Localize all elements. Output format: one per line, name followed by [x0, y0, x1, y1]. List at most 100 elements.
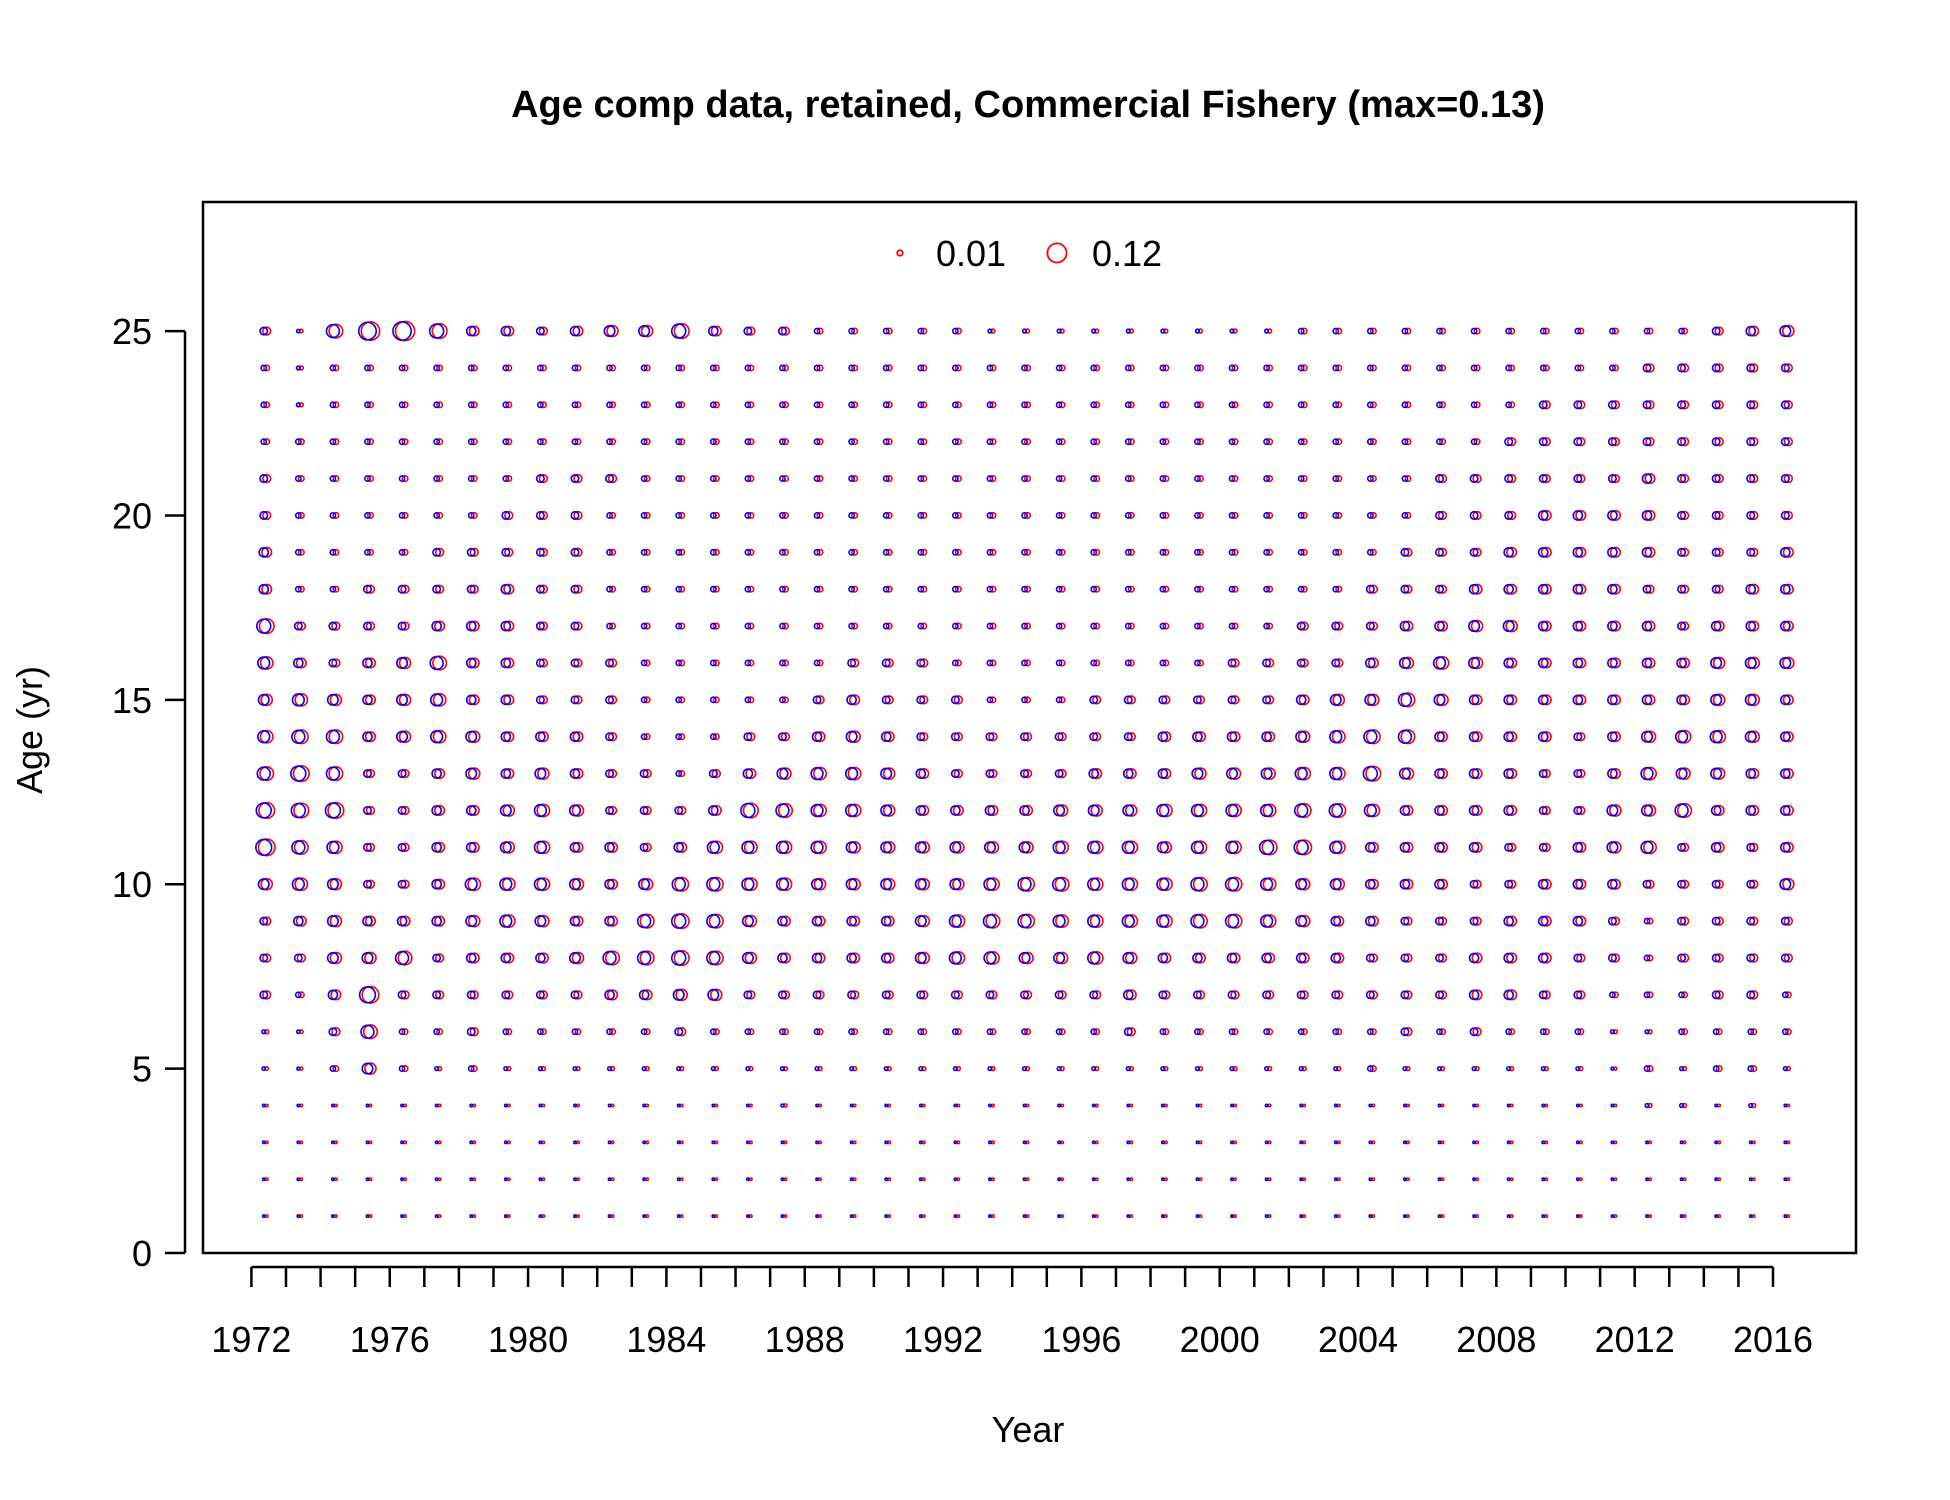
observed-bubble [673, 949, 690, 967]
expected-bubble [1228, 1028, 1236, 1036]
expected-bubble [1365, 990, 1375, 1000]
observed-bubble [1750, 1028, 1758, 1036]
observed-bubble [1717, 1177, 1722, 1182]
observed-bubble [678, 696, 686, 704]
expected-bubble [670, 323, 687, 339]
expected-bubble [1609, 1029, 1616, 1035]
observed-bubble [920, 438, 928, 446]
expected-bubble [1503, 989, 1515, 1001]
expected-bubble [568, 951, 582, 965]
expected-bubble [848, 475, 856, 483]
expected-bubble [329, 548, 337, 556]
observed-bubble [714, 1214, 719, 1219]
observed-bubble [1440, 1103, 1445, 1108]
expected-bubble [779, 475, 786, 483]
expected-bubble [1227, 695, 1237, 705]
observed-bubble [712, 585, 720, 593]
observed-bubble [537, 767, 550, 780]
expected-bubble [1607, 400, 1617, 410]
expected-bubble [1641, 473, 1653, 484]
expected-bubble [950, 695, 960, 705]
observed-bubble [818, 1140, 823, 1145]
observed-bubble [1264, 731, 1276, 743]
expected-bubble [294, 548, 302, 556]
expected-bubble [326, 878, 339, 891]
observed-bubble [1161, 695, 1171, 705]
observed-bubble [1335, 475, 1343, 483]
expected-bubble [1780, 400, 1790, 410]
observed-bubble [1509, 1214, 1514, 1219]
observed-bubble [1506, 473, 1517, 484]
observed-bubble [468, 325, 480, 337]
observed-bubble [1367, 915, 1379, 927]
expected-bubble [1017, 876, 1032, 892]
expected-bubble [1783, 1140, 1788, 1145]
expected-bubble [1746, 842, 1756, 852]
expected-bubble [1780, 437, 1790, 447]
observed-bubble [953, 990, 964, 1000]
observed-bubble [673, 912, 690, 930]
observed-bubble [1682, 1214, 1687, 1219]
observed-bubble [1646, 991, 1654, 999]
observed-bubble [849, 694, 861, 706]
observed-bubble [1475, 1140, 1480, 1145]
observed-bubble [1094, 1140, 1099, 1145]
expected-bubble [845, 841, 858, 854]
expected-bubble [709, 733, 717, 741]
expected-bubble [605, 658, 615, 668]
observed-bubble [1127, 401, 1135, 409]
expected-bubble [1537, 731, 1549, 743]
observed-bubble [1302, 1140, 1307, 1145]
observed-bubble [1576, 768, 1586, 779]
observed-bubble [1129, 1177, 1134, 1182]
expected-bubble [709, 622, 717, 630]
observed-bubble [712, 659, 720, 667]
observed-bubble [920, 1028, 928, 1036]
expected-bubble [1122, 989, 1134, 1001]
observed-bubble [574, 364, 582, 372]
observed-bubble [1679, 363, 1690, 373]
expected-bubble [1329, 730, 1343, 744]
observed-bubble [884, 658, 894, 668]
observed-bubble [1194, 767, 1207, 780]
observed-bubble [1577, 327, 1585, 335]
expected-bubble [1020, 990, 1030, 1000]
observed-bubble [1611, 327, 1620, 335]
expected-bubble [329, 1065, 337, 1073]
observed-bubble [1785, 1065, 1792, 1072]
expected-bubble [500, 731, 512, 743]
expected-bubble [640, 512, 648, 519]
expected-bubble [1121, 914, 1135, 928]
expected-bubble [1228, 475, 1236, 483]
observed-bubble [1506, 583, 1518, 595]
observed-bubble [920, 364, 928, 372]
observed-bubble [885, 401, 893, 409]
observed-bubble [1747, 656, 1761, 670]
observed-bubble [1093, 438, 1101, 446]
expected-bubble [568, 804, 582, 817]
observed-bubble [1023, 438, 1032, 446]
observed-bubble [779, 767, 792, 780]
expected-bubble [1333, 1140, 1338, 1145]
expected-bubble [1402, 1103, 1407, 1108]
expected-bubble [1401, 475, 1409, 483]
observed-bubble [607, 473, 618, 484]
legend-bubble-large [1046, 242, 1068, 264]
expected-bubble [640, 733, 648, 741]
observed-bubble [818, 1103, 823, 1108]
observed-bubble [708, 913, 724, 929]
observed-bubble [1023, 401, 1032, 409]
observed-bubble [1575, 841, 1587, 853]
observed-bubble [1264, 658, 1275, 668]
observed-bubble [1506, 804, 1518, 817]
expected-bubble [1368, 1177, 1373, 1182]
observed-bubble [1575, 509, 1587, 522]
observed-bubble [434, 804, 446, 817]
expected-bubble [1293, 803, 1309, 818]
expected-bubble [780, 1214, 785, 1219]
observed-bubble [368, 1214, 373, 1219]
expected-bubble [639, 769, 649, 779]
observed-bubble [329, 914, 343, 928]
expected-bubble [606, 622, 613, 630]
expected-bubble [1539, 327, 1547, 335]
